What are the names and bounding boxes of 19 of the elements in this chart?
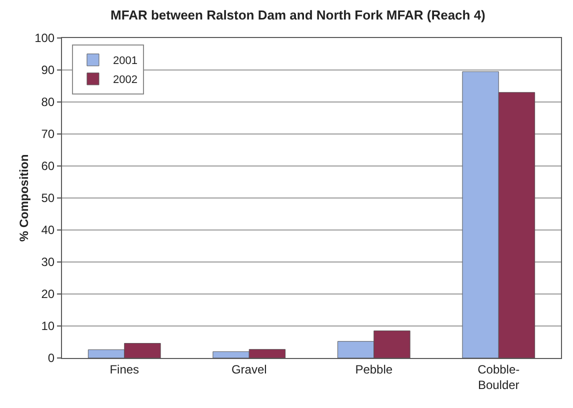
y-tick-label: 10	[41, 319, 55, 334]
legend-label: 2002	[112, 74, 138, 86]
y-axis-title: % Composition	[17, 154, 31, 242]
x-tick-label: Fines	[110, 362, 140, 376]
y-tick-label: 90	[41, 63, 55, 78]
y-tick-label: 60	[41, 159, 55, 174]
y-tick-label: 20	[41, 287, 55, 302]
chart-title: MFAR between Ralston Dam and North Fork MFAR (Reach 4)	[110, 7, 486, 22]
y-tick-label: 80	[41, 95, 55, 110]
y-tick-label: 50	[41, 191, 55, 206]
x-tick-label: Cobble- Boulder	[478, 362, 520, 392]
legend-label: 2001	[112, 55, 138, 68]
y-tick-label: 100	[34, 31, 55, 46]
y-tick-label: 70	[41, 127, 55, 142]
y-tick-label: 40	[41, 223, 55, 238]
y-tick-label: 0	[48, 351, 55, 366]
x-tick-label: Pebble	[355, 362, 393, 376]
y-tick-label: 30	[41, 255, 55, 270]
x-tick-label: Gravel	[231, 362, 267, 376]
